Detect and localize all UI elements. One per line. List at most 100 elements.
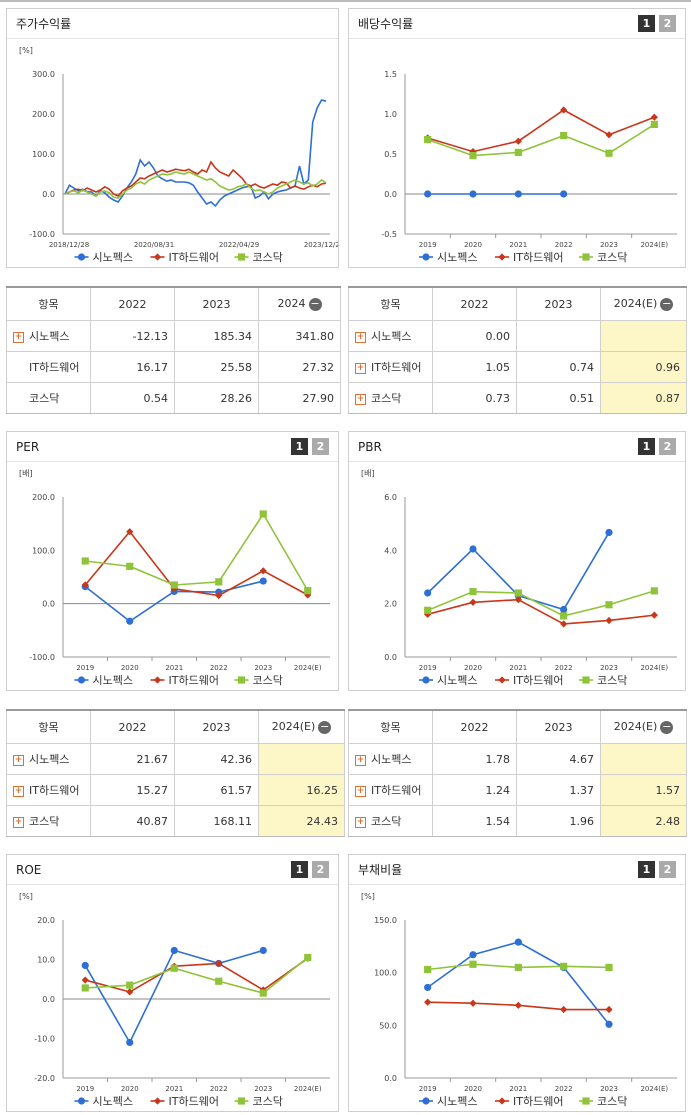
table-row: + 코스닥 1.54 1.96 2.48 (348, 805, 687, 837)
header-item: 항목 (348, 287, 433, 321)
legend-marker (153, 676, 162, 684)
dividend-yield-panel: 배당수익률 1 2 1.5 1.0 0.5 0.0 -0.5 2019 2020 2021 20… (348, 8, 686, 268)
expand-plus-icon[interactable]: + (355, 785, 366, 797)
collapse-icon[interactable]: − (308, 296, 322, 311)
data-point (605, 1005, 613, 1014)
x-tick-label: 2021 (165, 1085, 183, 1093)
series-line (85, 957, 309, 993)
header-2023: 2023 (174, 287, 259, 321)
y-unit-label: [배] (361, 469, 375, 478)
table-row: + IT하드웨어 15.27 61.57 16.25 (6, 774, 345, 806)
series-line (427, 598, 655, 625)
header-2024e: 2024(E) − (600, 710, 687, 744)
value-cell: 21.67 (90, 743, 175, 775)
data-point (170, 946, 178, 955)
roe-panel: ROE 1 2 [%] 20.0 10.0 0.0 -10.0 -20.0 2019 2020… (6, 854, 339, 1112)
x-tick-label: 2022 (555, 1085, 573, 1093)
x-tick-label: 2021 (509, 664, 527, 672)
y-tick-label: 0.0 (42, 995, 55, 1004)
legend-label: 시노펙스 (437, 1095, 477, 1108)
pager: 1 2 (638, 438, 676, 455)
y-tick-label: 200.0 (32, 493, 55, 502)
value-cell: 27.90 (258, 382, 341, 414)
x-tick-label: 2023 (254, 1085, 272, 1093)
table-row: + IT하드웨어 1.24 1.37 1.57 (348, 774, 687, 806)
y-tick-label: 300.0 (32, 70, 55, 79)
y-tick-label: 100.0 (374, 969, 397, 978)
panel-title: 배당수익률 (358, 17, 414, 31)
y-tick-label: 2.0 (384, 600, 397, 609)
page-1-button[interactable]: 1 (291, 861, 308, 878)
legend-marker (153, 1097, 162, 1105)
row-label: 시노펙스 (29, 753, 70, 766)
y-tick-label: 20.0 (37, 916, 55, 925)
y-unit-label: [배] (19, 469, 33, 478)
data-point (126, 981, 134, 989)
value-cell: 341.80 (258, 320, 341, 352)
y-tick-label: -100.0 (29, 653, 55, 662)
x-tick-label: 2019 (419, 664, 437, 672)
series-line (84, 530, 309, 597)
value-cell: 168.11 (174, 805, 259, 837)
data-point (259, 989, 267, 997)
legend-marker (77, 1097, 86, 1105)
page-1-button[interactable]: 1 (638, 861, 655, 878)
value-cell: 0.00 (432, 320, 517, 352)
header-item: 항목 (348, 710, 433, 744)
header-2024e: 2024(E) − (258, 710, 345, 744)
panel-header: ROE 1 2 (7, 855, 338, 885)
data-point (514, 1001, 522, 1009)
expand-plus-icon[interactable]: + (13, 785, 24, 797)
page-1-button[interactable]: 1 (638, 15, 655, 32)
data-point (469, 598, 477, 606)
legend-marker (237, 676, 246, 684)
data-point (259, 946, 267, 955)
data-point (170, 585, 178, 593)
legend-marker (237, 1097, 246, 1105)
row-label: IT하드웨어 (29, 361, 80, 374)
x-tick-label: 2019 (419, 241, 437, 249)
series-line (427, 123, 655, 157)
collapse-icon[interactable]: − (318, 719, 332, 734)
page-2-button[interactable]: 2 (659, 861, 676, 878)
y-tick-label: 1.5 (384, 70, 397, 79)
expand-plus-icon[interactable]: + (13, 754, 24, 766)
data-point (605, 131, 613, 139)
legend-marker (153, 253, 162, 261)
page-2-button[interactable]: 2 (659, 15, 676, 32)
page-2-button[interactable]: 2 (312, 861, 329, 878)
x-tick-label: 2022 (555, 664, 573, 672)
x-tick-label: 2024(E) (640, 241, 668, 249)
expand-plus-icon[interactable]: + (13, 816, 24, 828)
data-point (650, 120, 658, 128)
expand-plus-icon[interactable]: + (355, 393, 366, 405)
panel-header: PER 1 2 (7, 432, 338, 462)
header-2023: 2023 (516, 710, 601, 744)
series-line (64, 171, 327, 199)
expand-plus-icon[interactable]: + (13, 331, 24, 343)
panel-title: PER (16, 439, 40, 454)
row-name-cell: + 시노펙스 (348, 743, 433, 775)
y-tick-label: 0.5 (384, 150, 397, 159)
value-cell: 24.43 (258, 805, 345, 837)
expand-plus-icon[interactable]: + (355, 754, 366, 766)
row-name-cell: + IT하드웨어 (6, 774, 91, 806)
row-label: 코스닥 (29, 392, 60, 405)
expand-plus-icon[interactable]: + (355, 816, 366, 828)
collapse-icon[interactable]: − (660, 719, 674, 734)
page-1-button[interactable]: 1 (638, 438, 655, 455)
page-2-button[interactable]: 2 (659, 438, 676, 455)
collapse-icon[interactable]: − (660, 296, 674, 311)
header-2024e: 2024(E) − (600, 287, 687, 321)
row-label: 코스닥 (29, 815, 60, 828)
expand-plus-icon[interactable]: + (355, 331, 366, 343)
data-point (215, 959, 223, 968)
page-2-button[interactable]: 2 (312, 438, 329, 455)
x-tick-label: 2021 (509, 241, 527, 249)
y-tick-label: 50.0 (379, 1021, 397, 1030)
data-point (170, 581, 178, 589)
stock-return-chart: [%] 300.0 200.0 100.0 0.0 -100.0 2018/12/28 202… (19, 46, 344, 264)
expand-plus-icon[interactable]: + (355, 362, 366, 374)
legend-marker (422, 253, 430, 261)
page-1-button[interactable]: 1 (291, 438, 308, 455)
